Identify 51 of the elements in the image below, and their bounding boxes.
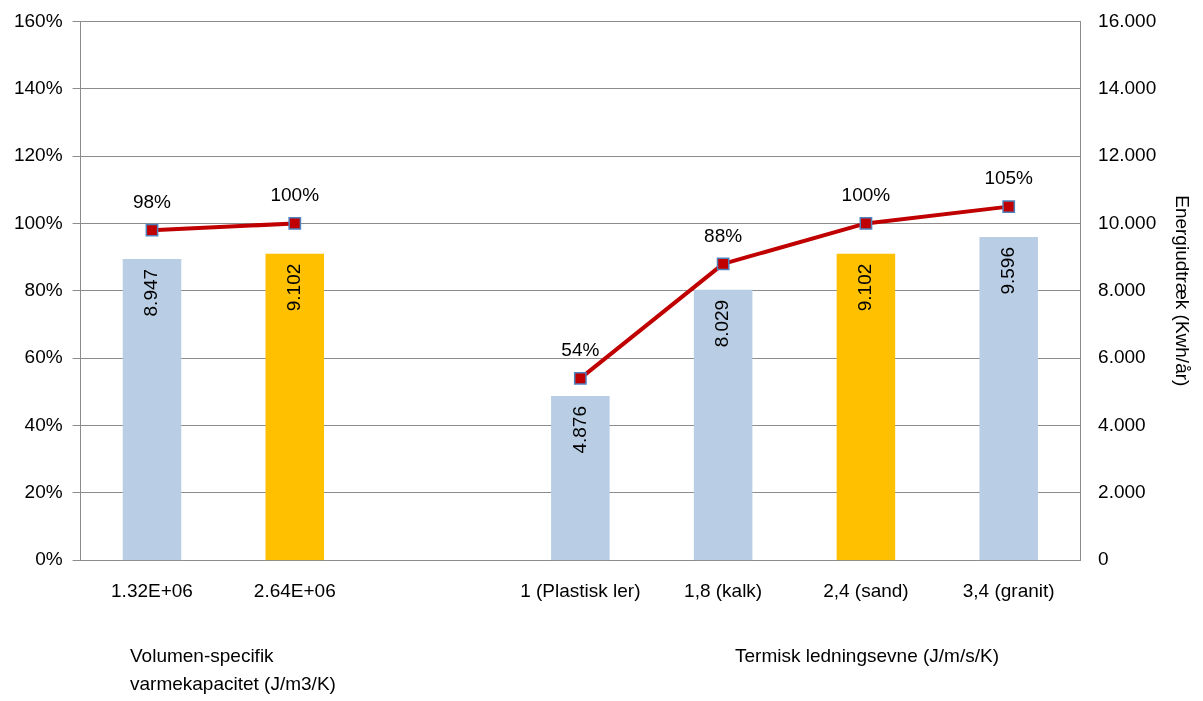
data-label: 8.029 xyxy=(711,299,733,348)
y2-tick-label: 6.000 xyxy=(1098,346,1146,368)
bar xyxy=(551,396,610,561)
x-tick-label: 1.32E+06 xyxy=(111,579,193,601)
y2-tick-label: 16.000 xyxy=(1098,9,1157,31)
text: Termisk ledningsevne (J/m/s/K) xyxy=(735,644,999,668)
point xyxy=(573,371,587,385)
y2-tick-label: 8.000 xyxy=(1098,279,1146,301)
y2-tick-label: 2.000 xyxy=(1098,481,1146,503)
bar xyxy=(693,289,753,561)
y2-tick-label: 4.000 xyxy=(1098,413,1146,435)
data-label: 100% xyxy=(841,184,891,206)
y2-axis-title: Energiudtræk (Kwh/år) xyxy=(1172,195,1194,387)
x-tick-label: 2,4 (sand) xyxy=(823,579,909,601)
bar xyxy=(122,258,182,561)
y2-tick-label: 14.000 xyxy=(1098,76,1157,98)
x-tick-label: 2.64E+06 xyxy=(253,579,336,601)
bar xyxy=(836,253,896,561)
y-tick-label: 0% xyxy=(35,548,63,570)
data-label: 9.596 xyxy=(996,247,1018,295)
y-tick-label: 80% xyxy=(24,279,63,301)
data-label: 105% xyxy=(984,167,1034,189)
y-tick-label: 20% xyxy=(24,481,63,503)
point xyxy=(859,217,873,230)
data-label: 100% xyxy=(270,184,320,206)
x-tick-label: 3,4 (granit) xyxy=(962,579,1055,601)
y-tick-label: 40% xyxy=(24,413,63,435)
y-tick-label: 140% xyxy=(13,76,63,98)
y2-tick-label: 12.000 xyxy=(1098,144,1157,166)
y-tick-label: 120% xyxy=(13,144,63,166)
data-label: 54% xyxy=(561,339,600,361)
point xyxy=(145,223,159,237)
data-label: 4.876 xyxy=(568,406,590,454)
bar xyxy=(265,253,325,561)
data-label: 9.102 xyxy=(283,263,305,312)
x-tick-label: 1,8 (kalk) xyxy=(684,579,763,601)
point xyxy=(1002,200,1016,214)
data-label: 8.947 xyxy=(140,268,162,317)
x-tick-label: 1 (Plastisk ler) xyxy=(520,579,641,601)
data-label: 88% xyxy=(704,224,743,246)
y-tick-label: 60% xyxy=(24,346,63,368)
y2-tick-label: 0 xyxy=(1098,548,1109,570)
data-label: 98% xyxy=(132,190,172,212)
bar xyxy=(979,237,1038,561)
point xyxy=(716,257,730,271)
point xyxy=(288,217,302,230)
y-tick-label: 100% xyxy=(13,211,63,233)
y2-tick-label: 10.000 xyxy=(1098,211,1157,233)
y-tick-label: 160% xyxy=(13,9,63,31)
text: Volumen-specifik varmekapacitet (J/m3/K) xyxy=(130,644,337,696)
data-label: 9.102 xyxy=(854,263,876,312)
